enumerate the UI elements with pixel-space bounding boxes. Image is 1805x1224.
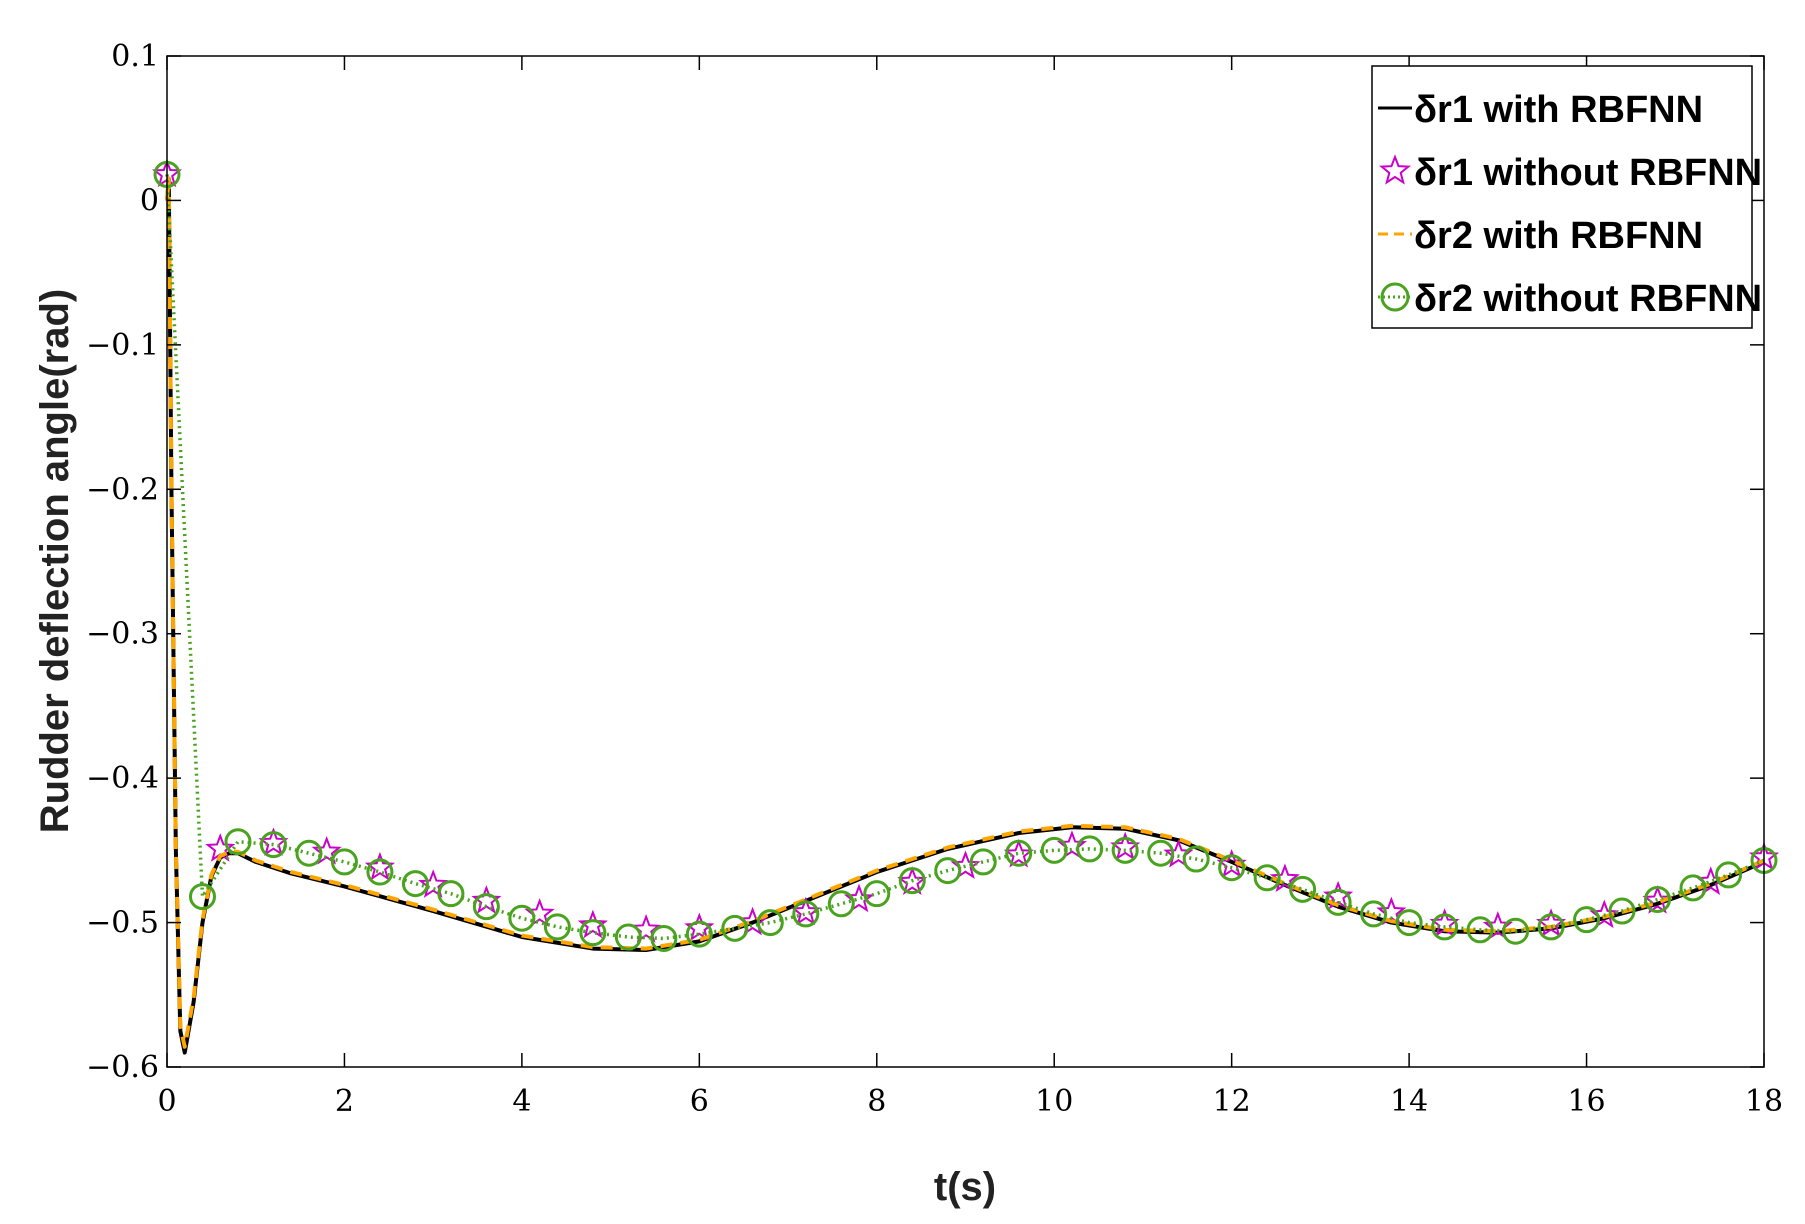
data-point-circle	[224, 828, 252, 856]
data-point-star	[1642, 885, 1673, 914]
data-point-circle	[1076, 835, 1104, 863]
data-point-circle	[508, 904, 536, 932]
x-tick-label: 0	[157, 1084, 176, 1119]
series-line	[165, 174, 1765, 941]
legend: δr1 with RBFNN δr1 without RBFNN δr2 wit…	[1371, 65, 1762, 329]
data-point-circle	[1466, 916, 1494, 944]
series-line	[165, 176, 1765, 1049]
data-point-circle	[437, 880, 465, 908]
data-point-circle	[1608, 897, 1636, 925]
data-point-circle	[1502, 917, 1530, 945]
data-point-circle	[1431, 913, 1459, 941]
x-tick-labels: 0 2 4 6 8 10 12 14 16 18	[157, 1084, 1783, 1119]
y-tick-label: −0.1	[86, 328, 159, 363]
legend-box	[1371, 65, 1753, 329]
y-tick-label: −0.6	[86, 1050, 159, 1085]
y-axis-title: Rudder deflection angle(rad)	[33, 289, 77, 834]
data-point-star	[1269, 863, 1300, 893]
legend-entry-4: δr2 without RBFNN	[1378, 278, 1762, 320]
x-tick-label: 2	[335, 1084, 354, 1119]
data-point-circle	[1218, 854, 1246, 882]
x-tick-label: 14	[1390, 1084, 1428, 1119]
legend-entry-2: δr1 without RBFNN	[1379, 152, 1762, 194]
data-point-star	[311, 835, 342, 865]
data-point-star	[577, 909, 608, 939]
data-point-circle	[579, 919, 607, 947]
data-point-circle	[650, 924, 678, 952]
ticks-layer	[166, 55, 1765, 1068]
data-point-circle	[1715, 861, 1743, 889]
series-4	[153, 160, 1778, 952]
data-point-circle	[1360, 900, 1388, 928]
data-point-circle	[614, 923, 642, 951]
legend-label: δr1 without RBFNN	[1414, 152, 1762, 194]
data-point-star	[1323, 880, 1354, 910]
x-tick-label: 10	[1035, 1084, 1073, 1119]
x-tick-label: 8	[867, 1084, 886, 1119]
data-point-circle	[295, 839, 323, 867]
data-point-circle	[1040, 836, 1068, 864]
x-tick-label: 6	[690, 1084, 709, 1119]
data-point-circle	[721, 914, 749, 942]
y-tick-label: 0	[140, 183, 159, 218]
data-point-star	[684, 912, 715, 942]
legend-star-icon	[1379, 154, 1411, 185]
data-point-circle	[543, 913, 571, 941]
data-point-circle	[934, 857, 962, 885]
legend-entry-1: δr1 with RBFNN	[1378, 89, 1703, 131]
data-point-star	[418, 869, 449, 898]
data-point-star	[631, 913, 662, 943]
legend-label: δr1 with RBFNN	[1414, 89, 1703, 131]
data-point-circle	[1111, 836, 1139, 864]
y-tick-label: −0.5	[86, 906, 159, 941]
data-point-circle	[1253, 864, 1281, 892]
x-tick-label: 18	[1745, 1084, 1783, 1119]
data-point-circle	[259, 831, 287, 859]
data-point-circle	[1537, 913, 1565, 941]
data-point-circle	[1644, 885, 1672, 913]
data-point-circle	[401, 870, 429, 898]
y-tick-label: −0.2	[86, 472, 159, 507]
legend-circle-icon	[1380, 282, 1410, 312]
data-point-star	[1003, 838, 1034, 868]
data-point-circle	[898, 867, 926, 895]
legend-entry-3: δr2 with RBFNN	[1378, 215, 1703, 257]
y-tick-label: 0.1	[111, 39, 159, 74]
data-point-star	[897, 866, 928, 895]
y-tick-label: −0.3	[86, 617, 159, 652]
legend-label: δr2 without RBFNN	[1414, 278, 1762, 320]
data-point-circle	[863, 880, 891, 908]
data-point-circle	[1324, 888, 1352, 916]
series-layer	[151, 158, 1780, 1055]
axes-box	[166, 55, 1765, 1068]
data-point-circle	[1005, 839, 1033, 867]
data-point-circle	[827, 890, 855, 918]
data-point-circle	[1147, 839, 1175, 867]
series-3	[165, 176, 1765, 1049]
data-point-circle	[792, 900, 820, 928]
legend-label: δr2 with RBFNN	[1414, 215, 1703, 257]
x-tick-label: 12	[1213, 1084, 1251, 1119]
data-point-circle	[188, 883, 216, 911]
data-point-circle	[1573, 906, 1601, 934]
x-tick-label: 4	[512, 1084, 531, 1119]
data-point-circle	[330, 848, 358, 876]
data-point-circle	[472, 893, 500, 921]
data-point-circle	[1679, 874, 1707, 902]
y-tick-label: −0.4	[86, 761, 159, 796]
data-point-circle	[685, 920, 713, 948]
data-point-circle	[1289, 875, 1317, 903]
x-axis-title: t(s)	[934, 1165, 996, 1209]
y-tick-labels: 0.1 0 −0.1 −0.2 −0.3 −0.4 −0.5 −0.6	[86, 39, 159, 1085]
data-point-circle	[1395, 909, 1423, 937]
x-tick-label: 16	[1567, 1084, 1605, 1119]
data-point-circle	[756, 909, 784, 937]
data-point-circle	[1182, 845, 1210, 873]
data-point-circle	[969, 848, 997, 876]
data-point-circle	[366, 858, 394, 886]
